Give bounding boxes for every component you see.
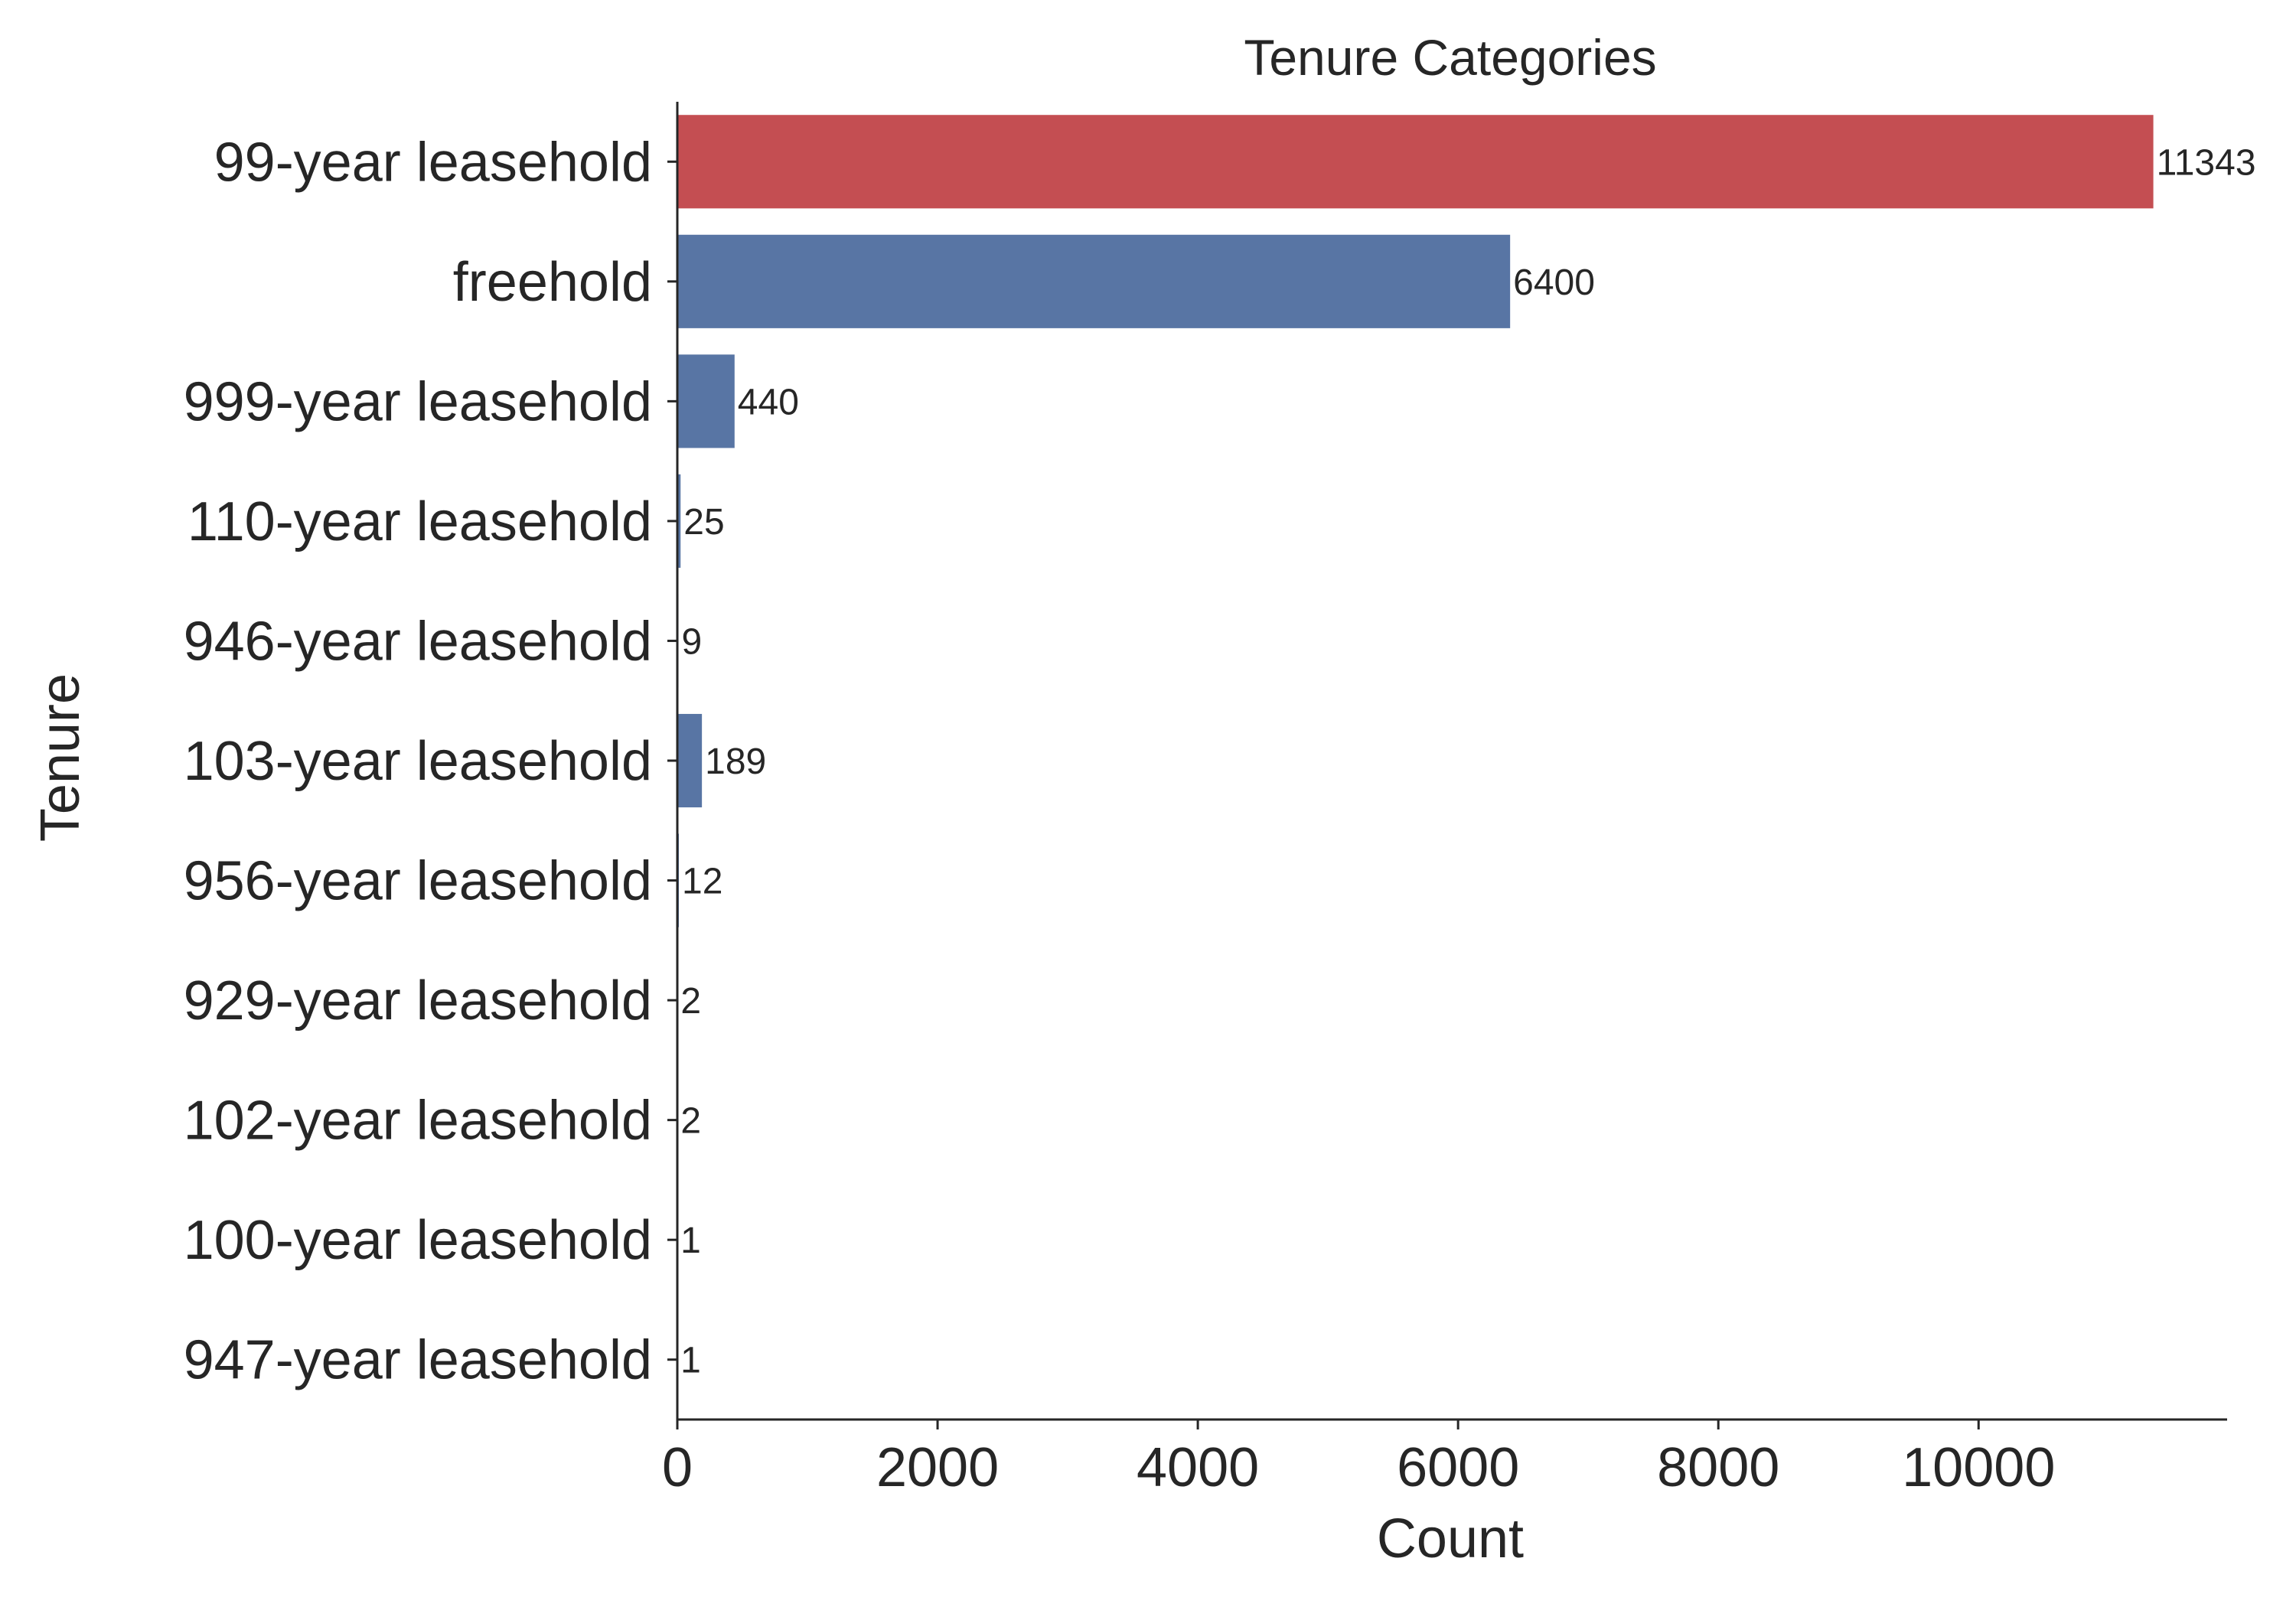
chart-title: Tenure Categories [1244, 29, 1656, 86]
data-label: 440 [738, 382, 799, 422]
x-axis-ticks: 0 2000 4000 6000 8000 10000 [662, 1420, 2055, 1498]
data-label: 6400 [1513, 262, 1595, 303]
bar [677, 354, 735, 448]
data-label: 1 [680, 1341, 701, 1381]
bar [677, 115, 2154, 209]
category-label: 100-year leasehold [184, 1210, 652, 1271]
data-label: 2 [680, 1101, 701, 1142]
y-axis-label: Tenure [30, 673, 91, 842]
bars-group [677, 115, 2154, 1407]
bar [677, 713, 703, 808]
category-label: 946-year leasehold [184, 611, 652, 672]
category-label: 99-year leasehold [214, 132, 652, 193]
category-label: 110-year leasehold [188, 491, 652, 553]
data-label: 189 [705, 742, 766, 782]
category-label: 956-year leasehold [184, 851, 652, 912]
x-tick-label: 6000 [1397, 1437, 1519, 1498]
data-label: 2 [680, 981, 701, 1022]
data-label: 9 [682, 621, 703, 662]
data-label: 12 [682, 862, 722, 902]
category-label: freehold [453, 252, 652, 313]
x-tick-label: 8000 [1657, 1437, 1779, 1498]
category-labels: 99-year leasehold freehold 999-year leaseh… [184, 132, 677, 1391]
category-label: 947-year leasehold [184, 1330, 652, 1391]
x-tick-label: 4000 [1137, 1437, 1259, 1498]
category-label: 929-year leasehold [184, 970, 652, 1032]
x-tick-label: 10000 [1902, 1437, 2055, 1498]
data-label: 25 [683, 502, 724, 543]
bar [677, 234, 1511, 328]
data-label: 11343 [2157, 142, 2256, 183]
x-tick-label: 2000 [876, 1437, 999, 1498]
data-labels: 11343 6400 440 25 9 189 12 2 2 1 1 [680, 142, 2255, 1380]
category-label: 103-year leasehold [184, 731, 652, 792]
x-tick-label: 0 [662, 1437, 693, 1498]
category-label: 102-year leasehold [184, 1090, 652, 1152]
data-label: 1 [680, 1221, 701, 1261]
category-label: 999-year leasehold [184, 371, 652, 432]
x-axis-label: Count [1377, 1508, 1524, 1570]
bar [677, 474, 681, 568]
